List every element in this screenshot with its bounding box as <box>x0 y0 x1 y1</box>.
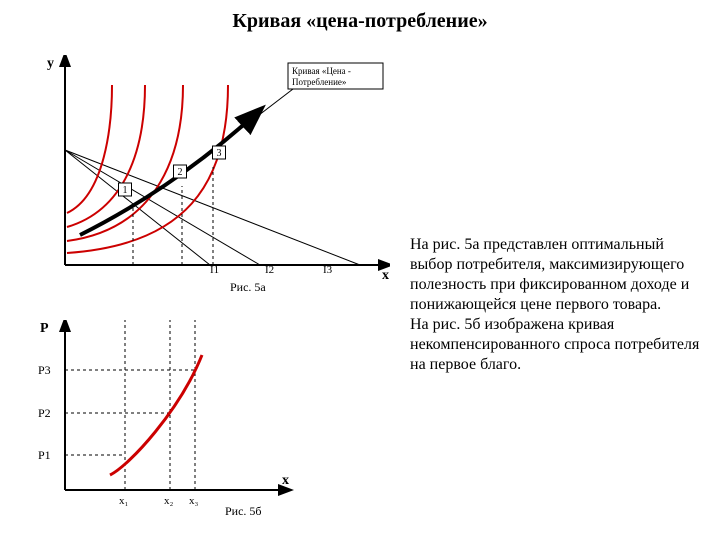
p-label-1: P3 <box>38 363 51 377</box>
price-consumption-curve <box>80 110 260 235</box>
x-axis-label: x <box>282 473 289 488</box>
tangent-point-label-3: 3 <box>217 148 222 159</box>
tangent-point-label-1: 1 <box>123 185 128 196</box>
p-label-3: P1 <box>38 448 51 462</box>
page-title: Кривая «цена-потребление» <box>0 10 720 33</box>
x-axis-label: x <box>382 268 389 283</box>
figure-5a: y x 1 2 3 I1 I2 I3 Кривая «Цена -Потребление» Рис… <box>30 55 390 295</box>
callout-text-1: Кривая «Цена - <box>292 66 351 76</box>
x-label-3: x₃ <box>189 495 199 507</box>
y-axis-label: y <box>47 56 54 71</box>
indifference-curve-1 <box>67 85 112 213</box>
callout-leader <box>242 89 293 128</box>
p-label-2: P2 <box>38 406 51 420</box>
fig5a-caption: Рис. 5а <box>230 280 266 294</box>
x-label-1: x₁ <box>119 495 129 507</box>
fig5b-caption: Рис. 5б <box>225 504 262 518</box>
indiff-label-2: I2 <box>265 264 274 276</box>
demand-curve <box>110 355 202 475</box>
budget-line-2 <box>65 150 260 265</box>
callout-text-2: Потребление» <box>292 77 346 87</box>
indifference-curve-3 <box>67 85 183 241</box>
indiff-label-3: I3 <box>323 264 333 276</box>
tangent-point-label-2: 2 <box>178 167 183 178</box>
figure-5b: Px P3 P2 P1 x₁ x₂ x₃ Рис. 5б <box>30 320 320 520</box>
indiff-label-1: I1 <box>210 264 219 276</box>
p-axis-label: P <box>40 321 49 336</box>
x-label-2: x₂ <box>164 495 174 507</box>
description-text: На рис. 5а представлен оптимальный выбор… <box>410 235 710 375</box>
